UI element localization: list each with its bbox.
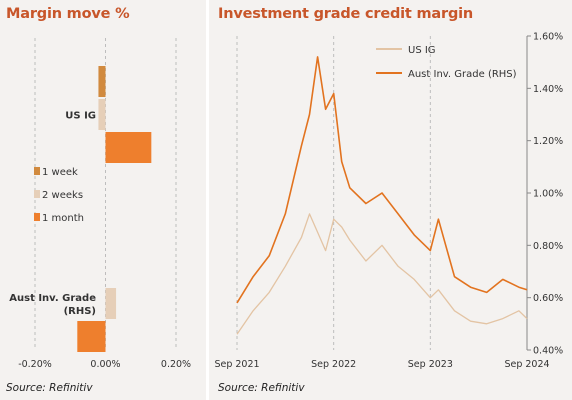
y-tick-label: 0.60% (533, 293, 563, 304)
series-line (236, 56, 528, 304)
bar (98, 66, 106, 97)
x-tick-label: Sep 2024 (504, 359, 549, 370)
credit-margin-panel: Investment grade credit margin Sep 2021 S… (209, 0, 572, 400)
legend-label: 1 week (42, 167, 78, 178)
margin-move-panel: Margin move % -0.20% 0.00% 0.20% US IG Aust … (0, 0, 206, 400)
bar (77, 321, 106, 352)
y-tick-label: 0.80% (533, 241, 563, 252)
y-tick-label: 0.40% (533, 346, 563, 357)
legend-label: 2 weeks (42, 190, 83, 201)
legend-swatch (34, 190, 40, 198)
x-tick-label: Sep 2021 (214, 359, 259, 370)
legend-label: 1 month (42, 213, 84, 224)
credit-margin-line-chart: Sep 2021 Sep 2022 Sep 2023 Sep 2024 0.40% 0.6… (214, 32, 563, 371)
margin-move-bar-chart: -0.20% 0.00% 0.20% US IG Aust Inv. Grade (RHS… (9, 38, 191, 370)
x-tick-label: -0.20% (18, 359, 52, 370)
credit-margin-title: Investment grade credit margin (218, 6, 474, 22)
category-label: US IG (65, 111, 96, 122)
y-tick-label: 1.00% (533, 189, 563, 200)
legend-swatch (34, 213, 40, 221)
category-label: Aust Inv. Grade (9, 293, 96, 304)
bar (98, 99, 106, 130)
y-tick-label: 1.60% (533, 32, 563, 43)
legend-label: US IG (408, 45, 436, 56)
y-tick-label: 1.40% (533, 84, 563, 95)
x-tick-label: 0.00% (90, 359, 120, 370)
category-label: (RHS) (64, 306, 96, 317)
credit-margin-source: Source: Refinitiv (218, 382, 305, 394)
x-tick-label: Sep 2023 (408, 359, 453, 370)
y-tick-label: 1.20% (533, 136, 563, 147)
legend-label: Aust Inv. Grade (RHS) (408, 69, 517, 80)
x-tick-label: 0.20% (161, 359, 191, 370)
margin-move-source: Source: Refinitiv (6, 382, 93, 394)
bar (105, 288, 117, 319)
margin-move-title: Margin move % (6, 6, 130, 22)
series-line (236, 213, 528, 335)
bar (105, 132, 152, 163)
legend-swatch (34, 167, 40, 175)
x-tick-label: Sep 2022 (311, 359, 356, 370)
